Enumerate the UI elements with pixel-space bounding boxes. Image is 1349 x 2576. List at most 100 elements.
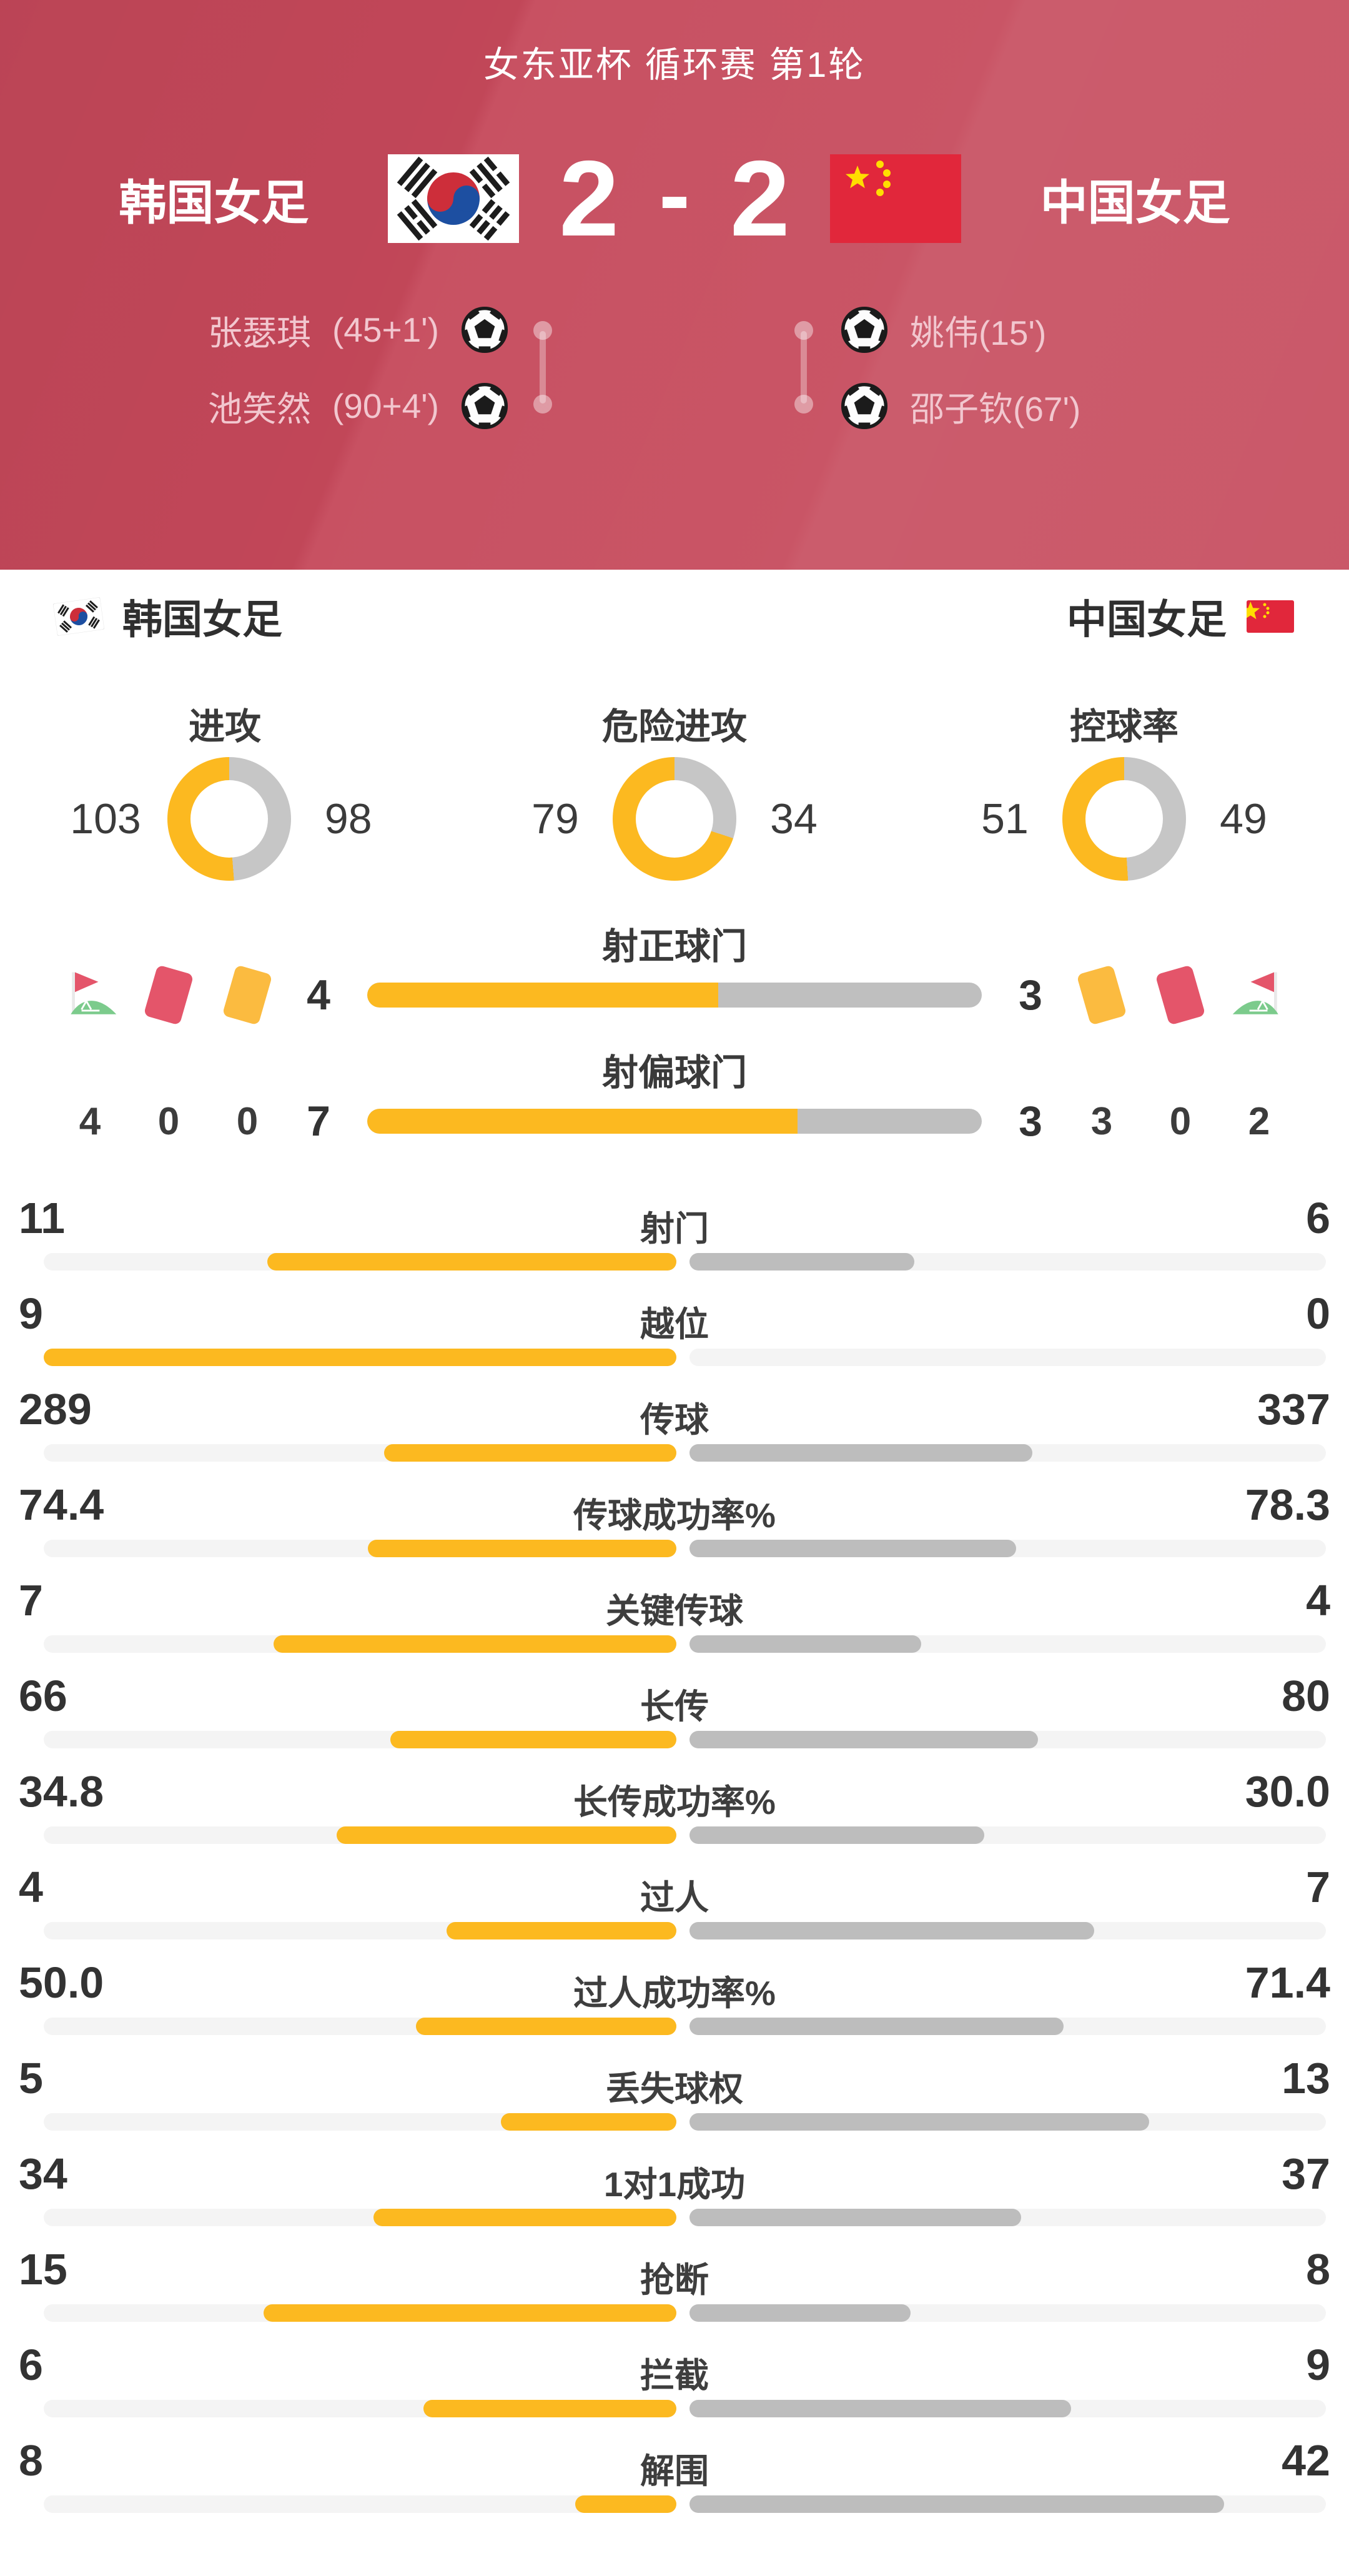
football-icon [840, 382, 889, 430]
away-corners-count: 2 [1248, 1099, 1270, 1143]
donut-title: 控球率 [1069, 706, 1179, 747]
stat-label: 长传 [640, 1687, 709, 1726]
away-yellow-cards-count: 3 [1090, 1099, 1113, 1143]
stat-home-value: 66 [19, 1672, 67, 1720]
stat-away-value: 78.3 [1245, 1480, 1330, 1529]
red-card-icon [143, 964, 194, 1026]
score-divider: - [659, 142, 690, 247]
stat-home-value: 289 [19, 1385, 92, 1434]
donut-ring [167, 757, 291, 881]
away-red-cards-count: 0 [1169, 1099, 1192, 1143]
stat-home-value: 7 [19, 1576, 43, 1625]
shots-off-target-title: 射偏球门 [601, 1053, 747, 1093]
donut-possession: 控球率 51 49 [899, 697, 1349, 881]
shots-off-target-home: 7 [307, 1097, 330, 1145]
teams-bar-home-name: 韩国女足 [122, 597, 282, 642]
stat-row-clearances: 8 解围 42 [0, 2433, 1349, 2529]
korea-flag-small-icon [52, 597, 105, 637]
home-goal-timeline [533, 321, 552, 414]
donut-attacks: 进攻 103 98 [0, 697, 450, 881]
scorer-minute: (45+1') [332, 310, 439, 349]
stat-label: 过人 [640, 1878, 709, 1917]
away-scorer: 姚伟(15') [840, 305, 1046, 355]
shots-on-target-row: 4 3 [0, 957, 1349, 1033]
stat-row-tackles: 15 抢断 8 [0, 2242, 1349, 2337]
stat-home-value: 6 [19, 2341, 43, 2389]
stat-home-value: 8 [19, 2436, 43, 2485]
stat-away-value: 337 [1257, 1385, 1330, 1434]
donut-ring [613, 757, 736, 881]
donut-away-value: 98 [324, 795, 372, 843]
stat-home-value: 74.4 [19, 1480, 104, 1529]
stat-label: 解围 [640, 2452, 709, 2490]
scorer-name: 姚伟 [910, 314, 979, 352]
home-red-cards-count: 0 [157, 1099, 180, 1143]
away-score: 2 [729, 139, 790, 259]
stat-label: 过人成功率% [573, 1974, 776, 2013]
stat-away-value: 80 [1282, 1672, 1330, 1720]
donut-home-value: 51 [981, 795, 1029, 843]
competition-title: 女东亚杯 循环赛 第1轮 [483, 45, 866, 85]
football-icon [460, 305, 509, 354]
stat-away-value: 71.4 [1245, 1958, 1330, 2007]
stat-row-interceptions: 6 拦截 9 [0, 2337, 1349, 2433]
away-scorers: 姚伟(15') 邵子钦(67') [840, 305, 1080, 431]
donut-away-value: 49 [1220, 795, 1267, 843]
korea-flag-icon [388, 154, 520, 243]
away-discipline-counts: 3 0 2 [1068, 1099, 1349, 1144]
stat-home-value: 34.8 [19, 1767, 104, 1816]
away-goal-timeline [794, 321, 813, 414]
stat-home-value: 15 [19, 2245, 67, 2294]
teams-bar-away-name: 中国女足 [1067, 597, 1227, 642]
stat-away-value: 37 [1282, 2149, 1330, 2198]
shots-on-target-home: 4 [307, 971, 330, 1019]
stat-label: 射门 [640, 1209, 709, 1248]
stat-away-value: 8 [1306, 2245, 1330, 2294]
home-scorer: 张瑟琪 (45+1') [208, 305, 509, 355]
stat-label: 长传成功率% [573, 1783, 776, 1821]
donut-charts: 进攻 103 98 危险进攻 79 34 控球率 51 49 [0, 697, 1349, 881]
shots-on-target-bar [367, 983, 982, 1008]
stats-list: 11 射门 6 9 越位 0 289 传球 337 74.4 传球成功率% 78… [0, 1191, 1349, 2529]
donut-dangerous-attacks: 危险进攻 79 34 [450, 697, 899, 881]
shots-off-target-bar [367, 1109, 982, 1134]
scorers-area: 张瑟琪 (45+1') 池笑然 (90+4') 姚伟(15') 邵子钦(67') [0, 305, 1349, 455]
away-discipline-icons [1068, 961, 1349, 1029]
football-icon [460, 382, 509, 430]
stat-away-value: 13 [1282, 2054, 1330, 2103]
teams-bar-away: 中国女足 [1067, 588, 1294, 645]
stat-away-value: 6 [1306, 1194, 1330, 1242]
stat-row-shots: 11 射门 6 [0, 1191, 1349, 1286]
away-team-name: 中国女足 [1040, 177, 1230, 230]
shots-off-target-row: 4 0 0 7 3 3 0 2 [0, 1083, 1349, 1159]
home-score: 2 [559, 139, 620, 259]
away-scorer: 邵子钦(67') [840, 381, 1080, 431]
scorer-name: 池笑然 [207, 390, 311, 429]
stat-row-pass-accuracy: 74.4 传球成功率% 78.3 [0, 1477, 1349, 1573]
scorer-name: 张瑟琪 [207, 314, 311, 352]
stat-away-value: 0 [1306, 1289, 1330, 1338]
stat-label: 1对1成功 [603, 2165, 746, 2204]
home-discipline-icons [0, 961, 281, 1029]
stat-home-value: 50.0 [19, 1958, 104, 2007]
stat-away-value: 42 [1282, 2436, 1330, 2485]
red-card-icon [1155, 964, 1206, 1026]
stat-row-long-ball-accuracy: 34.8 长传成功率% 30.0 [0, 1764, 1349, 1860]
stat-label: 传球 [640, 1400, 709, 1439]
donut-home-value: 79 [531, 795, 579, 843]
scorer-minute: (15') [979, 314, 1047, 352]
stat-home-value: 34 [19, 2149, 67, 2198]
corner-flag-icon [1229, 965, 1289, 1025]
china-flag-small-icon [1247, 600, 1294, 633]
match-header: 女东亚杯 循环赛 第1轮 韩国女足 [0, 0, 1349, 570]
teams-bar-home: 韩国女足 [52, 588, 282, 645]
stat-label: 关键传球 [605, 1592, 743, 1630]
stat-row-passes: 289 传球 337 [0, 1382, 1349, 1477]
donut-title: 危险进攻 [601, 706, 747, 747]
scorer-minute: (67') [1013, 390, 1081, 429]
stat-away-value: 30.0 [1245, 1767, 1330, 1816]
stat-away-value: 4 [1306, 1576, 1330, 1625]
home-yellow-cards-count: 0 [236, 1099, 259, 1143]
yellow-card-icon [1076, 964, 1127, 1026]
